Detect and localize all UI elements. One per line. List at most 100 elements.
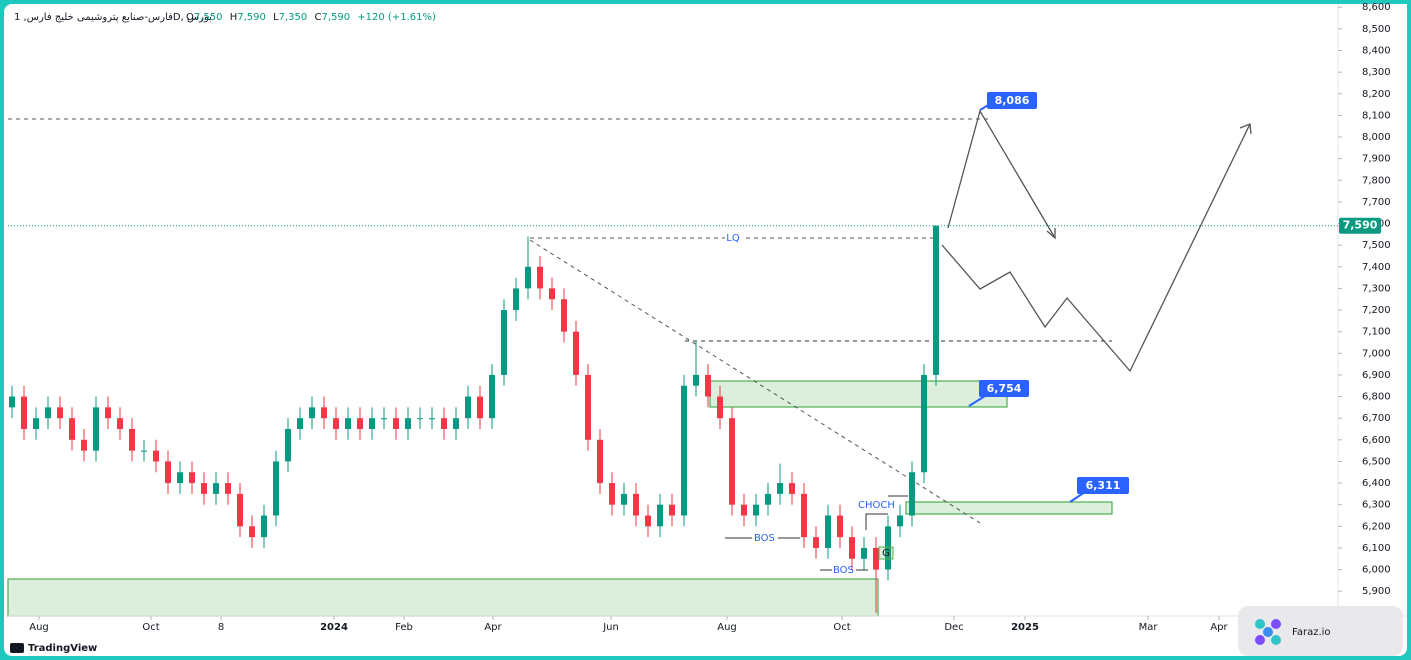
candle-body (57, 407, 63, 419)
x-tick-label: Aug (29, 622, 49, 633)
y-tick-label: 6,400 (1362, 478, 1391, 489)
zones (7, 118, 1113, 617)
candle-body (933, 225, 939, 375)
trend-line (529, 239, 981, 524)
demand-zone (709, 380, 1008, 408)
y-tick-label: 8,600 (1362, 2, 1391, 13)
candle-body (69, 418, 75, 440)
candle-body (849, 537, 855, 559)
candle-body (321, 407, 327, 419)
y-tick-label: 8,100 (1362, 110, 1391, 121)
annotation: BOS (754, 533, 775, 544)
candle-body (537, 266, 543, 289)
annotation: BOS (833, 565, 854, 576)
x-tick-label: 8 (218, 622, 224, 633)
candle-body (489, 374, 495, 419)
tv-logo (10, 643, 24, 653)
ohlc-key: H (230, 12, 238, 23)
arrow-head (1239, 123, 1252, 135)
demand-zone (905, 501, 1113, 515)
axes: 5,900 6,000 6,100 6,200 6,300 6,400 6,500 6,600… (8, 2, 1407, 633)
candle-body (153, 450, 159, 462)
y-tick-label: 6,500 (1362, 456, 1391, 467)
candle-body (357, 418, 363, 429)
last-price-tag (1339, 217, 1381, 234)
price-label: 6,754 (987, 382, 1022, 395)
candle-body (393, 418, 399, 429)
ohlc-key: L (273, 12, 279, 23)
symbol-title: فارس-صنایع پتروشیمی خلیج فارس, 1D, بورس (14, 12, 212, 23)
candle-body (633, 493, 639, 516)
candle-body (885, 526, 891, 570)
x-tick-label: 2024 (320, 622, 348, 633)
badge: Faraz.io (1238, 606, 1403, 656)
y-tick-label: 6,000 (1362, 565, 1391, 576)
candle-body (165, 461, 171, 484)
watermark: TradingView (10, 643, 97, 654)
candle-body (309, 407, 315, 419)
y-tick-label: 6,800 (1362, 392, 1391, 403)
icon-dot (1255, 635, 1265, 645)
badge-icon (1255, 619, 1281, 645)
ohlc-key: O (186, 12, 194, 23)
candle-body (273, 461, 279, 516)
x-tick-label: Apr (1210, 622, 1228, 633)
candle-body (177, 472, 183, 484)
candle-body (693, 374, 699, 386)
icon-dot (1263, 627, 1273, 637)
price-label: 8,086 (995, 94, 1030, 107)
candle-body (297, 418, 303, 429)
candle-body (105, 407, 111, 419)
candle-body (189, 472, 195, 484)
price-label-bg (979, 380, 1029, 397)
candle-body (789, 483, 795, 494)
icon-dot (1271, 635, 1281, 645)
candle-body (597, 439, 603, 484)
candle-body (261, 515, 267, 538)
y-tick-label: 6,200 (1362, 521, 1391, 532)
candle-body (825, 515, 831, 548)
candle-body (561, 299, 567, 332)
ohlc-value: 7,350 (279, 12, 308, 23)
x-tick-label: Dec (944, 622, 963, 633)
candle-body (621, 493, 627, 505)
candle-body (921, 374, 927, 473)
candle-body (429, 418, 435, 420)
g-box (878, 546, 894, 560)
candle-body (861, 547, 867, 559)
y-tick-label: 6,700 (1362, 413, 1391, 424)
candle-body (129, 428, 135, 451)
badge-text: Faraz.io (1292, 627, 1331, 638)
y-tick-label: 7,000 (1362, 348, 1391, 359)
candle-body (141, 450, 147, 452)
x-tick-label: Feb (395, 622, 413, 633)
candle-body (549, 288, 555, 300)
candle-body (801, 493, 807, 538)
candle-body (453, 418, 459, 429)
x-tick-label: Apr (484, 622, 502, 633)
candles (9, 225, 939, 613)
candle-body (249, 526, 255, 538)
candle-body (573, 331, 579, 375)
candle-body (285, 428, 291, 462)
candle-body (777, 483, 783, 494)
candle-body (237, 493, 243, 527)
annotation: G (882, 548, 890, 559)
ohlc-value: 7,590 (237, 12, 266, 23)
ohlc-value: 7,550 (194, 12, 223, 23)
candle-body (909, 472, 915, 516)
change: +120 (+1.61%) (357, 12, 436, 23)
candle-body (417, 418, 423, 420)
y-tick-label: 8,300 (1362, 67, 1391, 78)
candle-body (525, 266, 531, 289)
candle-body (333, 418, 339, 429)
candle-body (381, 418, 387, 420)
candle-body (441, 418, 447, 429)
candle-body (585, 374, 591, 440)
candle-body (225, 483, 231, 494)
candle-body (657, 504, 663, 527)
ohlc-legend: O7,550 H7,590 L7,350 C7,590 +120 (+1.61%… (186, 12, 436, 23)
y-tick-label: 7,700 (1362, 197, 1391, 208)
y-tick-label: 6,100 (1362, 543, 1391, 554)
candle-body (813, 537, 819, 548)
